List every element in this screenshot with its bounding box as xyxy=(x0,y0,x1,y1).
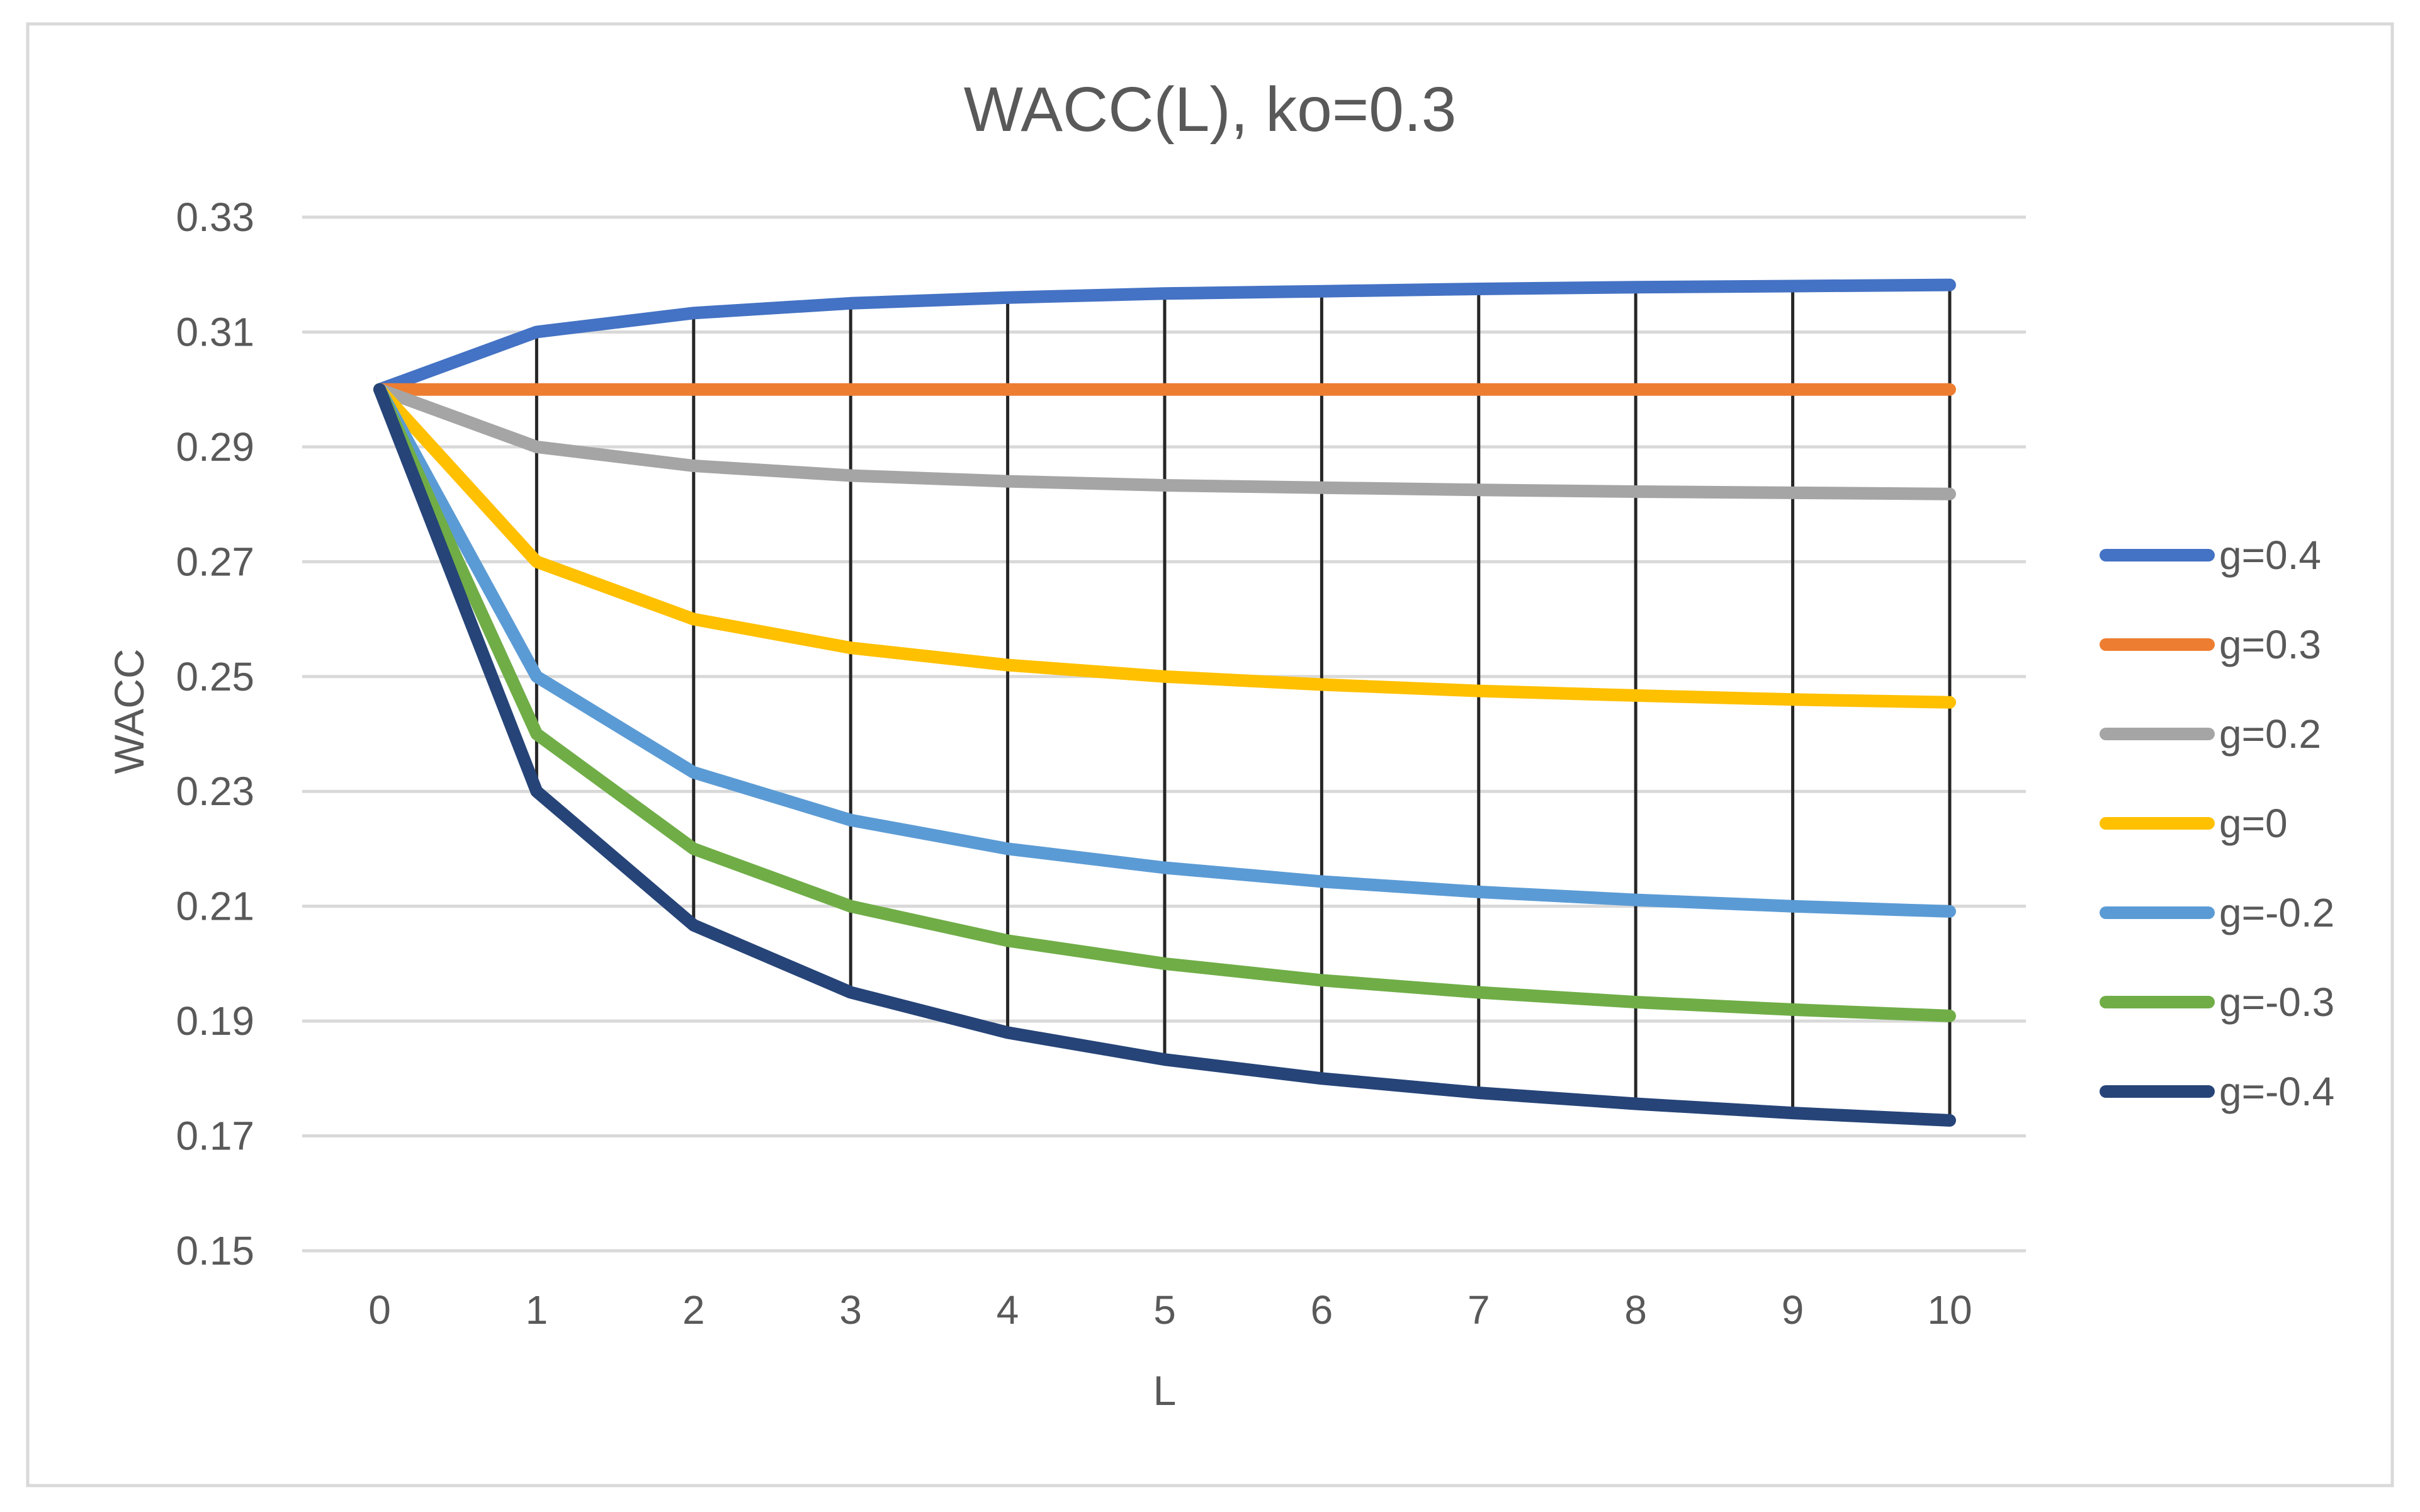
legend-label: g=-0.3 xyxy=(2219,979,2334,1025)
legend-label: g=0.4 xyxy=(2219,533,2321,578)
x-tick-labels: 0 1 2 3 4 5 6 7 8 9 10 xyxy=(368,1287,1972,1333)
y-tick-label: 0.29 xyxy=(176,424,254,470)
chart-title: WACC(L), ko=0.3 xyxy=(964,74,1457,145)
legend-label: g=0.3 xyxy=(2219,622,2321,667)
y-axis-label: WACC xyxy=(106,648,152,774)
legend: g=0.4 g=0.3 g=0.2 g=0 g=-0.2 g=-0.3 g=-0.4 xyxy=(2100,533,2334,1114)
x-tick-label: 2 xyxy=(682,1287,705,1333)
legend-label: g=0.2 xyxy=(2219,711,2321,757)
x-tick-label: 8 xyxy=(1624,1287,1647,1333)
chart-border xyxy=(26,22,2394,1487)
series-line-6 xyxy=(373,383,1956,1127)
y-tick-label: 0.21 xyxy=(176,884,254,929)
legend-label: g=-0.2 xyxy=(2219,890,2334,935)
series-line-3 xyxy=(373,383,1956,709)
x-tick-label: 0 xyxy=(368,1287,391,1333)
y-tick-label: 0.19 xyxy=(176,998,254,1044)
x-tick-label: 7 xyxy=(1467,1287,1490,1333)
y-tick-label: 0.17 xyxy=(176,1114,254,1159)
x-tick-label: 1 xyxy=(526,1287,548,1333)
series-line-2 xyxy=(373,383,1956,500)
series-line-4 xyxy=(373,383,1956,918)
x-tick-label: 5 xyxy=(1153,1287,1176,1333)
series-line-5 xyxy=(373,383,1956,1022)
y-tick-label: 0.15 xyxy=(176,1228,254,1273)
x-tick-label: 4 xyxy=(997,1287,1019,1333)
x-tick-label: 3 xyxy=(839,1287,862,1333)
y-tick-label: 0.31 xyxy=(176,309,254,354)
series-line-0 xyxy=(373,278,1956,396)
y-tick-label: 0.23 xyxy=(176,769,254,814)
x-axis-label: L xyxy=(1153,1367,1177,1414)
legend-label: g=0 xyxy=(2219,801,2288,846)
x-tick-label: 6 xyxy=(1311,1287,1333,1333)
series-lines xyxy=(373,278,1956,1127)
legend-label: g=-0.4 xyxy=(2219,1069,2334,1114)
y-tick-label: 0.27 xyxy=(176,539,254,584)
y-tick-label: 0.25 xyxy=(176,654,254,699)
x-tick-label: 9 xyxy=(1782,1287,1804,1333)
y-tick-labels: 0.15 0.17 0.19 0.21 0.23 0.25 0.27 0.29 0.31 0.33 xyxy=(176,195,254,1273)
x-tick-label: 10 xyxy=(1927,1287,1972,1333)
y-tick-label: 0.33 xyxy=(176,195,254,240)
